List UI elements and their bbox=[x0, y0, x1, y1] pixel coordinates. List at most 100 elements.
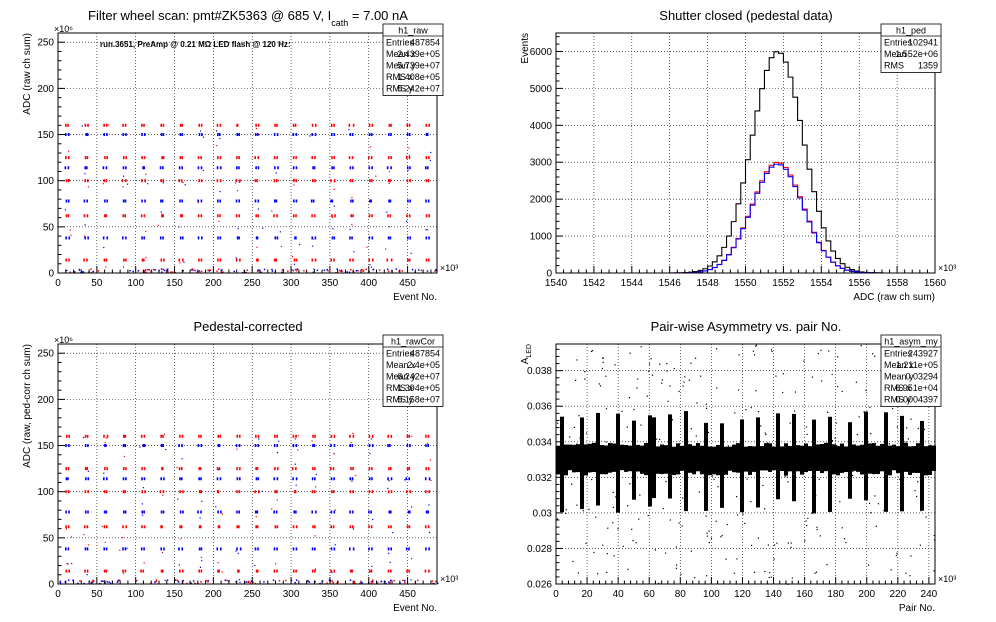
data-point bbox=[372, 518, 374, 521]
data-point bbox=[182, 270, 185, 272]
data-band bbox=[680, 445, 684, 471]
data-point bbox=[352, 166, 354, 170]
y-tick-label: 0.038 bbox=[527, 366, 552, 377]
data-point bbox=[914, 490, 916, 492]
data-band bbox=[928, 445, 932, 475]
data-point bbox=[331, 199, 334, 203]
data-point bbox=[706, 532, 708, 534]
data-point bbox=[295, 444, 298, 448]
data-point bbox=[331, 156, 333, 160]
data-point bbox=[124, 547, 127, 551]
data-point bbox=[170, 271, 172, 273]
data-point bbox=[719, 474, 722, 476]
data-band bbox=[684, 411, 688, 512]
data-point bbox=[295, 166, 298, 170]
data-point bbox=[408, 510, 411, 514]
data-point bbox=[584, 371, 586, 373]
data-point bbox=[784, 444, 786, 446]
data-point bbox=[202, 169, 204, 172]
data-point bbox=[218, 133, 221, 137]
data-point bbox=[217, 199, 219, 203]
data-point bbox=[198, 477, 200, 481]
chart-title: Shutter closed (pedestal data) bbox=[659, 8, 832, 23]
data-point bbox=[125, 477, 127, 481]
data-point bbox=[592, 350, 594, 352]
data-point bbox=[219, 123, 222, 127]
data-point bbox=[361, 268, 363, 271]
data-point bbox=[671, 419, 674, 421]
data-point bbox=[219, 477, 222, 481]
data-point bbox=[874, 355, 876, 357]
data-point bbox=[407, 169, 409, 172]
plot-frame bbox=[555, 343, 936, 585]
data-point bbox=[334, 214, 336, 218]
data-point bbox=[312, 199, 315, 203]
chart-title-main: Pair-wise Asymmetry vs. pair No. bbox=[651, 319, 842, 334]
data-point bbox=[216, 270, 218, 272]
x-tick-label: 300 bbox=[283, 589, 300, 600]
data-point bbox=[669, 419, 671, 421]
data-point bbox=[666, 363, 668, 365]
pad-raw-scatter: Filter wheel scan: pmt#ZK5363 @ 685 V, I… bbox=[0, 0, 498, 311]
data-point bbox=[178, 547, 180, 551]
data-point bbox=[235, 179, 238, 183]
data-point bbox=[197, 199, 199, 203]
data-point bbox=[182, 510, 184, 514]
data-point bbox=[333, 547, 336, 551]
data-point bbox=[591, 478, 593, 481]
data-point bbox=[387, 477, 389, 481]
data-point bbox=[708, 530, 710, 532]
data-point bbox=[246, 269, 248, 271]
data-point bbox=[143, 123, 145, 127]
data-point bbox=[588, 508, 590, 510]
data-point bbox=[428, 236, 430, 240]
data-point bbox=[109, 582, 112, 585]
data-point bbox=[331, 214, 333, 218]
data-point bbox=[68, 179, 71, 181]
data-point bbox=[767, 544, 769, 546]
data-point bbox=[198, 270, 200, 272]
data-point bbox=[626, 426, 628, 428]
data-point bbox=[434, 270, 436, 273]
data-point bbox=[349, 510, 351, 514]
data-point bbox=[217, 490, 220, 494]
data-point bbox=[104, 156, 106, 160]
data-point bbox=[368, 434, 371, 438]
data-point bbox=[295, 156, 297, 160]
data-point bbox=[162, 123, 165, 127]
data-point bbox=[678, 522, 680, 524]
data-point bbox=[237, 552, 239, 555]
data-point bbox=[295, 258, 298, 262]
data-point bbox=[578, 415, 580, 417]
data-point bbox=[371, 477, 373, 481]
data-point bbox=[256, 569, 259, 573]
data-point bbox=[103, 472, 105, 474]
x-tick-label: 0 bbox=[55, 278, 61, 289]
data-point bbox=[314, 490, 316, 494]
data-point bbox=[165, 448, 167, 451]
data-point bbox=[255, 434, 257, 438]
data-point bbox=[390, 510, 392, 514]
data-point bbox=[804, 540, 806, 542]
data-point bbox=[274, 490, 277, 494]
data-point bbox=[83, 534, 85, 536]
data-point bbox=[411, 268, 414, 271]
data-point bbox=[238, 510, 241, 514]
data-point bbox=[770, 576, 772, 578]
data-point bbox=[162, 214, 164, 218]
data-point bbox=[556, 518, 558, 520]
data-point bbox=[176, 579, 178, 581]
data-point bbox=[292, 166, 295, 170]
data-point bbox=[125, 166, 127, 170]
data-point bbox=[406, 444, 409, 448]
data-band bbox=[628, 445, 632, 472]
data-band bbox=[872, 443, 876, 475]
data-point bbox=[605, 441, 607, 443]
data-point bbox=[295, 477, 298, 481]
data-point bbox=[200, 510, 202, 514]
data-point bbox=[869, 502, 871, 504]
data-point bbox=[159, 236, 162, 240]
data-point bbox=[436, 582, 439, 584]
data-point bbox=[216, 166, 219, 170]
data-point bbox=[215, 506, 217, 508]
